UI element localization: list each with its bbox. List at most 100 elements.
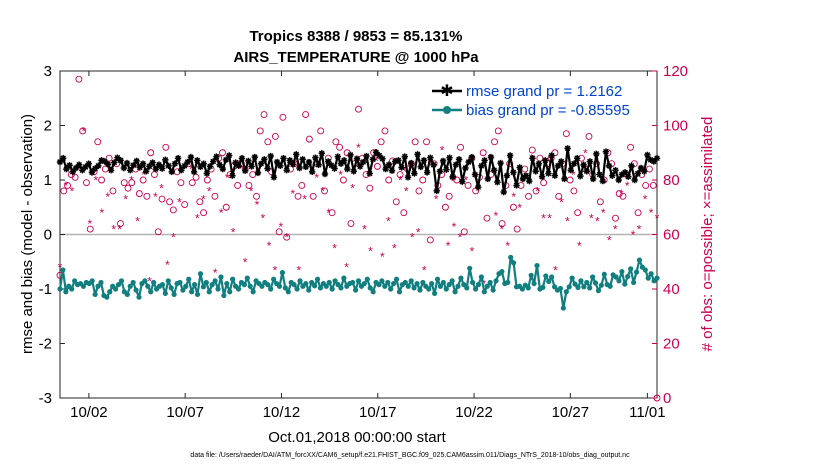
rmse-point-167 (589, 175, 597, 183)
rmse-point-162 (573, 155, 581, 162)
obs-assimilated-point-15: * (147, 274, 152, 288)
bias-point-140 (467, 265, 473, 271)
obs-assimilated-point-69: * (470, 244, 475, 258)
bias-point-122 (414, 280, 420, 287)
bias-point-100 (350, 279, 356, 286)
rmse-point-36 (171, 160, 179, 167)
obs-possible-point-85 (377, 138, 385, 146)
obs-assimilated-point-90: * (595, 214, 600, 228)
obs-assimilated-point-41: * (302, 193, 307, 207)
y-right-tick-label-1: 20 (663, 336, 680, 353)
rmse-point-100 (376, 152, 383, 159)
bias-point-185 (598, 282, 604, 288)
obs-possible-point-108 (464, 181, 472, 189)
obs-possible-point-2 (64, 181, 72, 189)
obs-possible-point-37 (196, 198, 204, 206)
rmse-point-179 (628, 162, 635, 170)
obs-assimilated-point-71: * (482, 277, 487, 291)
rmse-point-148 (529, 155, 536, 162)
bias-point-126 (426, 286, 432, 292)
obs-possible-point-74 (336, 143, 344, 151)
obs-possible-point-67 (309, 192, 317, 200)
bias-point-109 (376, 282, 382, 288)
obs-assimilated-point-96: * (631, 228, 636, 242)
obs-possible-point-140 (585, 132, 593, 140)
obs-assimilated-point-59: * (410, 231, 415, 245)
bias-point-72 (268, 286, 274, 292)
bias-point-84 (303, 280, 309, 287)
rmse-point-129 (468, 153, 476, 161)
bias-point-104 (361, 280, 367, 287)
rmse-point-70 (280, 155, 287, 162)
rmse-point-54 (229, 172, 236, 179)
rmse-point-151 (538, 173, 546, 180)
bias-point-175 (569, 275, 575, 281)
obs-possible-point-64 (298, 181, 306, 189)
obs-possible-point-55 (264, 138, 272, 146)
obs-possible-point-158 (653, 394, 661, 402)
bias-point-52 (209, 282, 215, 288)
bias-point-24 (127, 283, 133, 289)
rmse-point-16 (107, 166, 115, 174)
bias-point-82 (297, 278, 303, 284)
rmse-point-160 (567, 166, 575, 174)
rmse-point-22 (127, 166, 134, 174)
y-axis-left: -3 -2 -1 0 1 2 3 (39, 63, 65, 407)
obs-assimilated-point-6: * (93, 174, 98, 188)
rmse-point-23 (130, 162, 137, 169)
obs-possible-point-44 (222, 203, 230, 211)
rmse-point-105 (392, 158, 399, 165)
obs-possible-point-33 (181, 201, 189, 208)
obs-assimilated-point-94: * (619, 187, 624, 201)
bias-point-162 (531, 280, 537, 287)
obs-possible-point-82 (366, 184, 374, 192)
rmse-point-176 (618, 171, 626, 178)
rmse-point-75 (296, 164, 303, 172)
bias-point-49 (200, 284, 206, 290)
obs-assimilated-point-35: * (267, 239, 272, 253)
rmse-point-177 (621, 169, 629, 176)
bias-point-78 (285, 289, 291, 295)
obs-possible-point-63 (294, 192, 302, 200)
obs-assimilated-point-32: * (249, 184, 254, 198)
rmse-point-8 (82, 163, 89, 171)
rmse-point-120 (439, 157, 447, 165)
bias-point-41 (177, 279, 183, 286)
obs-possible-point-73 (332, 138, 340, 146)
obs-assimilated-point-44: * (320, 184, 325, 198)
bias-point-36 (162, 290, 168, 296)
bias-point-186 (601, 271, 607, 277)
rmse-point-56 (235, 162, 242, 170)
bias-point-76 (279, 270, 286, 276)
rmse-point-67 (270, 174, 278, 181)
bias-point-61 (235, 286, 242, 292)
rmse-point-61 (251, 153, 258, 161)
bias-point-133 (446, 282, 452, 288)
rmse-point-152 (542, 157, 549, 164)
obs-assimilated-point-89: * (589, 212, 594, 226)
bias-point-110 (379, 278, 385, 284)
rmse-point-88 (337, 160, 345, 167)
bias-point-101 (352, 287, 359, 293)
y-axis-right-label: # of obs: o=possible; ×=assimilated (699, 117, 716, 352)
obs-assimilated-point-65: * (446, 239, 451, 253)
bias-point-46 (192, 282, 198, 288)
rmse-point-10 (88, 169, 96, 176)
rmse-series (56, 145, 661, 196)
bias-point-129 (434, 276, 441, 282)
obs-possible-point-7 (82, 179, 90, 187)
rmse-point-60 (248, 163, 255, 170)
obs-possible-point-103 (445, 192, 453, 200)
obs-possible-point-50 (245, 181, 253, 189)
obs-possible-point-11 (98, 176, 106, 184)
obs-possible-point-19 (128, 179, 136, 187)
obs-assimilated-point-20: * (177, 195, 182, 209)
rmse-point-44 (197, 163, 204, 171)
bias-point-137 (458, 275, 464, 281)
y-right-tick-label-3: 60 (663, 227, 680, 244)
obs-assimilated-point-56: * (392, 242, 397, 256)
bias-point-106 (367, 285, 373, 291)
x-tick-label-2: 10/12 (263, 404, 301, 421)
rmse-point-12 (95, 162, 102, 170)
rmse-point-154 (548, 152, 555, 159)
